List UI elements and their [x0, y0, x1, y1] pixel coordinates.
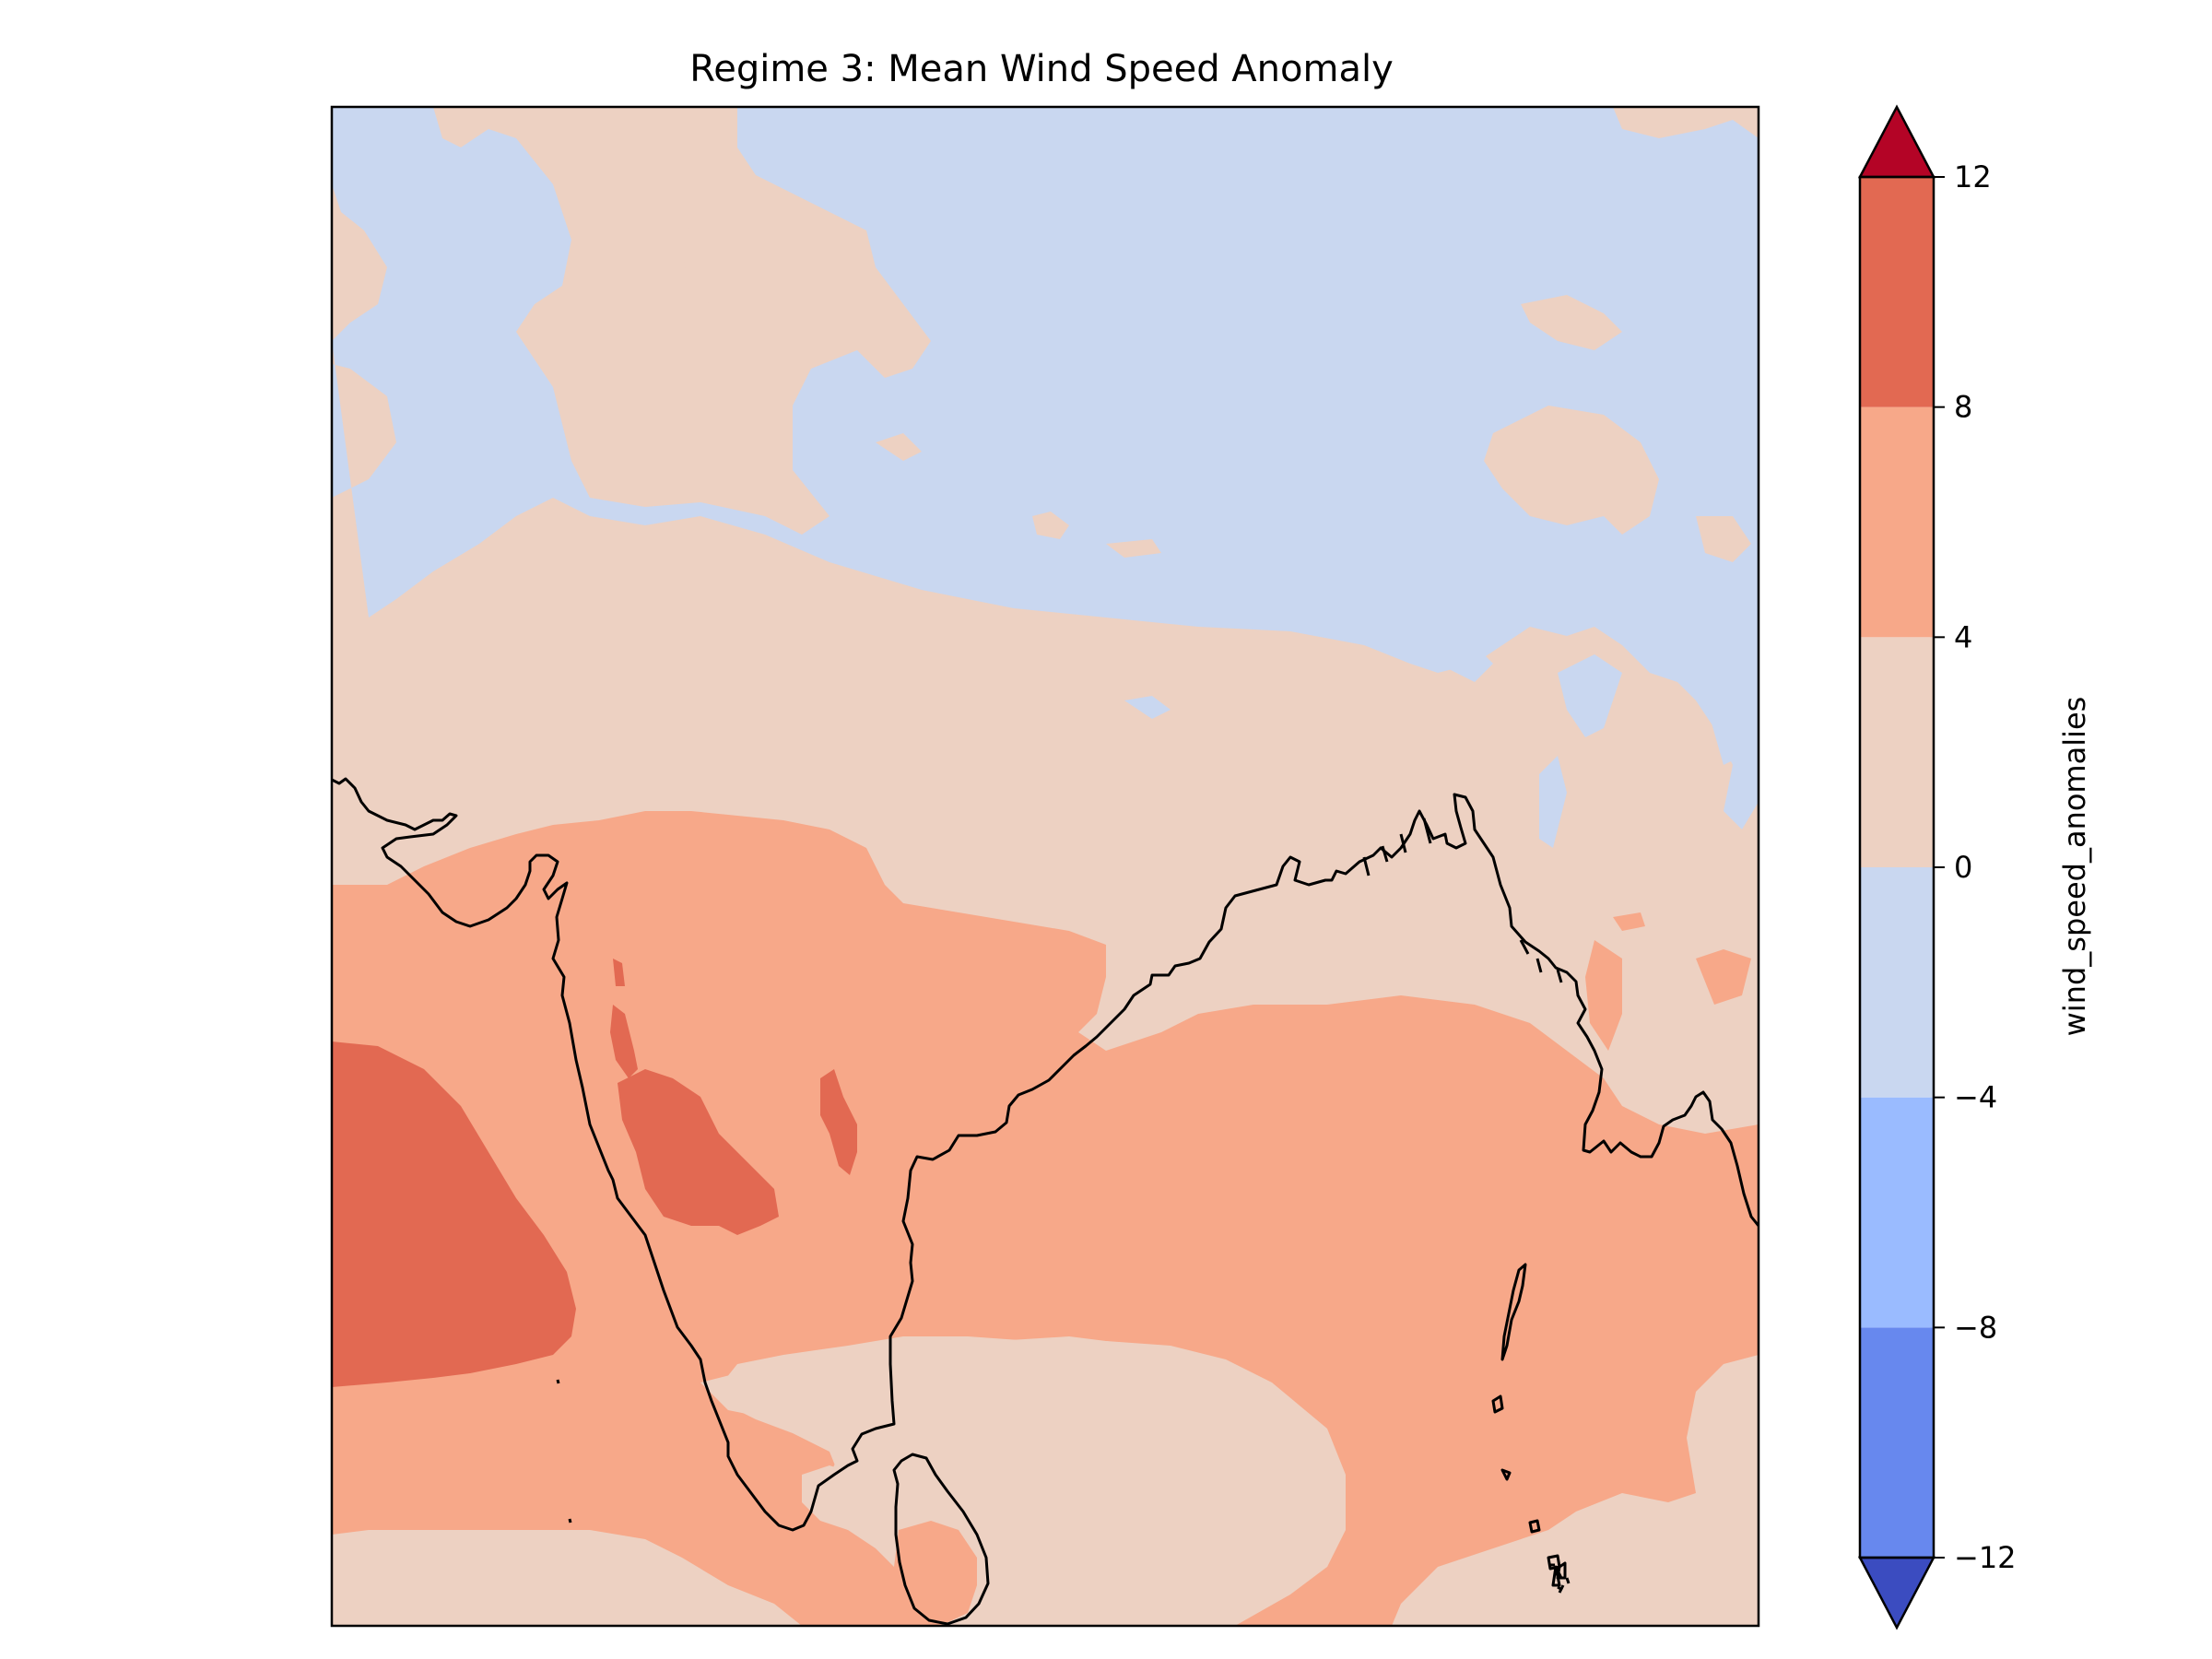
colorbar-extend-max	[1857, 104, 1936, 179]
chart-title: Regime 3: Mean Wind Speed Anomaly	[689, 48, 1394, 90]
coastline-lakshadweep	[556, 1379, 572, 1524]
coastlines	[332, 777, 1759, 1626]
colorbar-band	[1860, 637, 1934, 867]
colorbar-band	[1860, 867, 1934, 1098]
map-panel	[332, 107, 1759, 1626]
coastline-sri-lanka	[892, 1453, 990, 1626]
field-island-0-4-gulf	[802, 1465, 866, 1530]
colorbar-tick-label: 12	[1954, 159, 1992, 194]
colorbar-tick-label: −8	[1954, 1310, 1997, 1345]
coastline-small-islets	[1550, 1563, 1571, 1592]
colorbar: −12 −8 −4 0 4 8 12	[1857, 104, 2017, 1630]
colorbar-tick-label: 8	[1954, 390, 1972, 425]
colorbar-label: wind_speed_anomalies	[2057, 697, 2092, 1037]
coastline-bengal-delta	[1362, 818, 1563, 983]
coastline-india	[332, 777, 1759, 1532]
colorbar-band	[1860, 177, 1934, 407]
map-frame	[330, 105, 1760, 1628]
colorbar-tick-label: 0	[1954, 850, 1972, 885]
colorbar-extend-min	[1857, 1556, 1936, 1630]
colorbar-band	[1860, 406, 1934, 638]
colorbar-band	[1860, 1097, 1934, 1328]
field-island-0-4-south	[719, 1336, 1346, 1626]
colorbar-tick-label: −12	[1954, 1540, 2017, 1575]
field-band-4-8	[332, 811, 1759, 1626]
coastline-nicobar	[1551, 1561, 1567, 1587]
colorbar-tick-label: −4	[1954, 1080, 1997, 1115]
colorbar-band	[1860, 1327, 1934, 1558]
field-band-8-12-ghats	[610, 959, 857, 1235]
field-band-8-12-arabian	[332, 1041, 576, 1387]
field-band-neg4-0-north	[332, 107, 1759, 830]
field-island-4-8-myanmar	[1585, 912, 1751, 1051]
field-island-4-8-srilanka	[894, 1521, 977, 1626]
colorbar-tick-label: 4	[1954, 619, 1972, 654]
